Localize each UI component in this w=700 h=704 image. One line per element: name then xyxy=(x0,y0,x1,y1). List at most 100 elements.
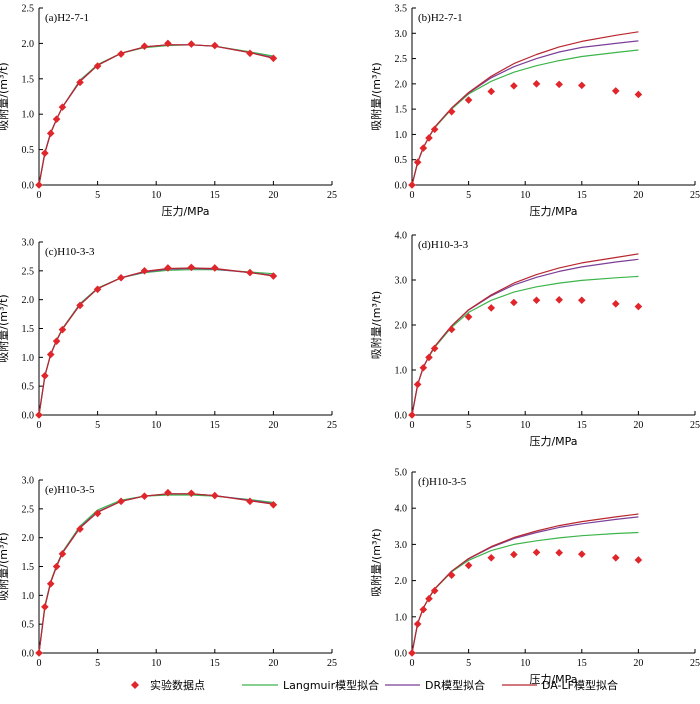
x-tick-label: 10 xyxy=(151,420,161,431)
experimental-point xyxy=(52,115,61,123)
experimental-point xyxy=(447,107,456,116)
x-tick-label: 15 xyxy=(210,420,220,431)
experimental-point xyxy=(413,158,422,167)
experimental-point xyxy=(634,302,643,311)
y-tick-label: 1.0 xyxy=(22,110,35,121)
experimental-point xyxy=(58,550,67,558)
x-tick-label: 10 xyxy=(520,658,530,669)
y-tick-label: 2.0 xyxy=(22,533,35,544)
x-tick-label: 5 xyxy=(95,190,100,201)
y-tick-label: 2.5 xyxy=(22,4,35,15)
y-tick-label: 0.5 xyxy=(395,155,408,166)
experimental-point xyxy=(578,81,586,90)
legend: 实验数据点 Langmuir模型拟合 DR模型拟合 DA-LF模型拟合 xyxy=(131,678,618,692)
y-tick-label: 1.0 xyxy=(22,353,35,364)
x-tick-label: 25 xyxy=(327,658,337,669)
y-tick-label: 0.5 xyxy=(22,145,35,156)
y-tick-label: 0.0 xyxy=(395,649,408,660)
y-tick-label: 2.0 xyxy=(395,79,408,90)
experimental-point xyxy=(187,40,196,48)
x-tick-label: 5 xyxy=(466,658,471,669)
experimental-point xyxy=(634,556,643,564)
y-tick-label: 0.0 xyxy=(395,181,408,192)
y-tick-label: 1.5 xyxy=(22,562,35,573)
y-tick-label: 2.5 xyxy=(395,54,408,65)
experimental-point xyxy=(93,62,102,70)
experimental-point xyxy=(52,562,61,571)
x-tick-label: 5 xyxy=(95,420,100,431)
series-line-dr xyxy=(411,516,639,654)
experimental-point xyxy=(555,80,563,89)
experimental-point xyxy=(211,491,219,500)
experimental-point xyxy=(487,304,496,312)
y-tick-label: 3.0 xyxy=(22,476,35,487)
series-line-langmuir xyxy=(38,44,274,186)
x-axis-label: 压力/MPa xyxy=(161,205,209,218)
panel-title: (a)H2-7-1 xyxy=(45,12,89,24)
experimental-point xyxy=(76,78,84,87)
experimental-point xyxy=(117,497,125,506)
experimental-point xyxy=(413,380,422,389)
series-line-langmuir xyxy=(411,275,639,416)
x-tick-label: 25 xyxy=(327,420,337,431)
experimental-point xyxy=(611,553,620,562)
x-tick-label: 15 xyxy=(210,658,220,669)
panel-f: 0.0 1.0 2.0 3.0 4.0 5.0 0 5 10 15 20 25 (f)H10-3-5 吸附… xyxy=(369,468,700,687)
legend-experimental-label: 实验数据点 xyxy=(150,678,205,692)
panel-title: (d)H10-3-3 xyxy=(418,239,469,251)
experimental-point xyxy=(578,550,586,558)
experimental-point xyxy=(419,605,428,614)
experimental-point xyxy=(555,296,563,304)
y-tick-label: 1.0 xyxy=(22,591,35,602)
experimental-point xyxy=(611,87,620,95)
x-tick-label: 5 xyxy=(466,420,471,431)
y-tick-label: 3.0 xyxy=(22,238,35,249)
y-axis-label: 吸附量/(m³/t) xyxy=(0,532,10,600)
panel-b: 0.0 0.5 1.0 1.5 2.0 2.5 3.0 3.5 0 5 10 15 20 25 (b)H2-… xyxy=(369,4,700,219)
experimental-point xyxy=(211,41,219,50)
x-tick-label: 15 xyxy=(210,190,220,201)
experimental-point xyxy=(140,42,149,51)
experimental-point xyxy=(464,96,473,104)
experimental-point xyxy=(41,371,49,380)
x-tick-label: 20 xyxy=(268,420,278,431)
y-tick-label: 3.0 xyxy=(395,276,408,287)
x-tick-label: 20 xyxy=(268,190,278,201)
experimental-point xyxy=(41,603,49,611)
x-tick-label: 25 xyxy=(327,190,337,201)
x-axis-label: 压力/MPa xyxy=(529,673,577,686)
x-tick-label: 25 xyxy=(690,420,700,431)
experimental-point xyxy=(117,273,125,282)
experimental-point xyxy=(464,561,473,570)
experimental-point xyxy=(58,325,67,334)
y-axis-label: 吸附量/(m³/t) xyxy=(369,528,383,596)
y-tick-label: 2.0 xyxy=(22,295,35,306)
y-axis-label: 吸附量/(m³/t) xyxy=(0,294,10,362)
series-line-dr xyxy=(411,258,639,416)
y-tick-label: 1.0 xyxy=(395,130,408,141)
experimental-point xyxy=(413,620,422,628)
x-tick-label: 5 xyxy=(95,658,100,669)
experimental-point xyxy=(76,525,84,533)
x-tick-label: 10 xyxy=(520,190,530,201)
experimental-point xyxy=(187,263,196,272)
x-tick-label: 15 xyxy=(577,190,587,201)
x-tick-label: 20 xyxy=(633,420,643,431)
y-tick-label: 1.0 xyxy=(395,612,408,623)
y-tick-label: 0.0 xyxy=(22,649,35,660)
experimental-point xyxy=(419,144,428,152)
experimental-point xyxy=(246,497,254,506)
experimental-point xyxy=(532,80,541,88)
series-line-dalf xyxy=(38,493,274,654)
experimental-point xyxy=(76,301,84,310)
series-line-dalf xyxy=(38,267,274,416)
y-tick-label: 0.0 xyxy=(22,181,35,192)
experimental-point xyxy=(35,181,43,189)
experimental-point xyxy=(52,337,61,345)
y-tick-label: 0.5 xyxy=(22,382,35,393)
experimental-point xyxy=(425,594,433,603)
series-line-dr xyxy=(38,267,274,416)
y-tick-label: 4.0 xyxy=(395,231,408,242)
series-line-langmuir xyxy=(38,494,274,654)
